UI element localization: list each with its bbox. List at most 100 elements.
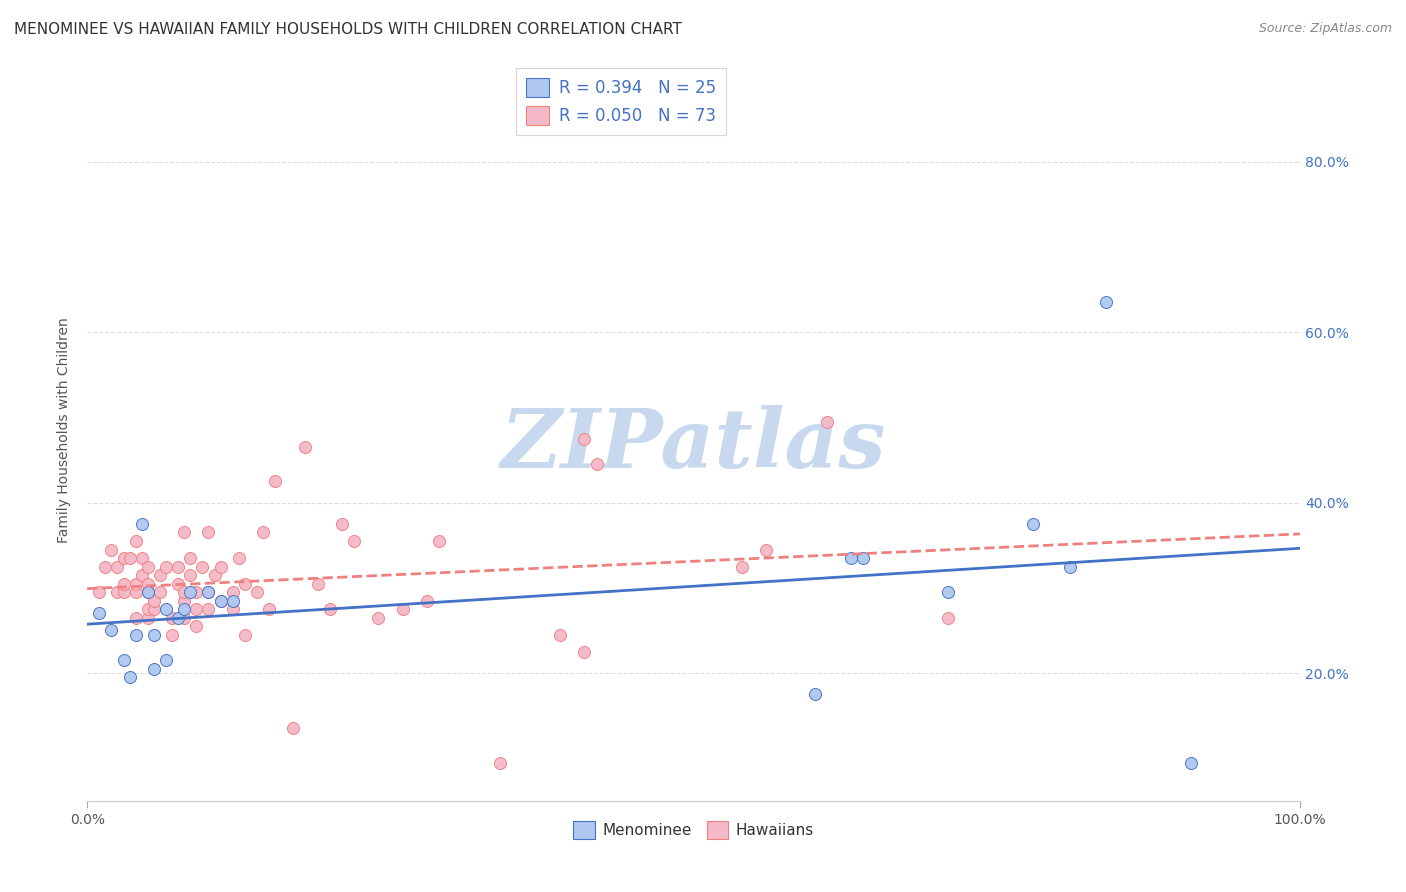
Point <box>204 568 226 582</box>
Point <box>124 610 146 624</box>
Point <box>173 585 195 599</box>
Point <box>124 534 146 549</box>
Point <box>222 602 245 616</box>
Point <box>936 585 959 599</box>
Point <box>167 559 190 574</box>
Text: ZIPatlas: ZIPatlas <box>501 405 886 485</box>
Point <box>319 602 342 616</box>
Point <box>852 551 875 566</box>
Point <box>427 534 450 549</box>
Point <box>179 568 201 582</box>
Point <box>574 645 596 659</box>
Point <box>186 619 208 633</box>
Point <box>246 585 269 599</box>
Point <box>149 585 172 599</box>
Point <box>89 585 111 599</box>
Point <box>252 525 274 540</box>
Text: Source: ZipAtlas.com: Source: ZipAtlas.com <box>1258 22 1392 36</box>
Point <box>264 475 287 489</box>
Point <box>173 610 195 624</box>
Point <box>89 607 111 621</box>
Point <box>107 585 129 599</box>
Point <box>755 542 778 557</box>
Point <box>94 559 117 574</box>
Point <box>112 653 135 667</box>
Point <box>731 559 754 574</box>
Point <box>233 576 256 591</box>
Point <box>283 722 305 736</box>
Point <box>391 602 413 616</box>
Point <box>343 534 366 549</box>
Point <box>488 756 510 770</box>
Point <box>1022 516 1045 531</box>
Point <box>173 602 195 616</box>
Point <box>839 551 862 566</box>
Point <box>100 624 122 638</box>
Point <box>124 585 146 599</box>
Point <box>233 628 256 642</box>
Point <box>142 602 165 616</box>
Point <box>131 551 153 566</box>
Point <box>209 593 232 607</box>
Point <box>136 602 159 616</box>
Point <box>191 559 214 574</box>
Point <box>179 551 201 566</box>
Point <box>136 585 159 599</box>
Point <box>804 687 827 701</box>
Point <box>222 585 245 599</box>
Point <box>1095 295 1118 310</box>
Point <box>136 576 159 591</box>
Point <box>155 602 177 616</box>
Point <box>160 610 183 624</box>
Point <box>142 662 165 676</box>
Point <box>112 551 135 566</box>
Point <box>112 585 135 599</box>
Point <box>142 628 165 642</box>
Point <box>149 568 172 582</box>
Point <box>330 516 353 531</box>
Point <box>186 602 208 616</box>
Point <box>1180 756 1202 770</box>
Point <box>179 585 201 599</box>
Point <box>100 542 122 557</box>
Point <box>815 415 838 429</box>
Point <box>367 610 389 624</box>
Point <box>585 458 607 472</box>
Point <box>131 516 153 531</box>
Text: MENOMINEE VS HAWAIIAN FAMILY HOUSEHOLDS WITH CHILDREN CORRELATION CHART: MENOMINEE VS HAWAIIAN FAMILY HOUSEHOLDS … <box>14 22 682 37</box>
Point <box>167 610 190 624</box>
Point <box>197 585 219 599</box>
Point <box>124 576 146 591</box>
Point <box>118 670 141 684</box>
Point <box>155 559 177 574</box>
Point <box>257 602 280 616</box>
Point <box>574 432 596 446</box>
Point <box>136 559 159 574</box>
Point <box>173 525 195 540</box>
Point <box>209 593 232 607</box>
Point <box>936 610 959 624</box>
Point <box>548 628 571 642</box>
Point <box>1059 559 1081 574</box>
Legend: Menominee, Hawaiians: Menominee, Hawaiians <box>567 815 820 845</box>
Point <box>307 576 329 591</box>
Point <box>136 585 159 599</box>
Point <box>209 559 232 574</box>
Point <box>222 593 245 607</box>
Point <box>112 576 135 591</box>
Point <box>197 602 219 616</box>
Point <box>186 585 208 599</box>
Point <box>124 628 146 642</box>
Point <box>197 525 219 540</box>
Point <box>228 551 250 566</box>
Point <box>294 440 316 454</box>
Point <box>107 559 129 574</box>
Point <box>167 576 190 591</box>
Point <box>136 610 159 624</box>
Point <box>173 593 195 607</box>
Point <box>131 568 153 582</box>
Point <box>155 653 177 667</box>
Point <box>197 585 219 599</box>
Point <box>160 628 183 642</box>
Point <box>416 593 439 607</box>
